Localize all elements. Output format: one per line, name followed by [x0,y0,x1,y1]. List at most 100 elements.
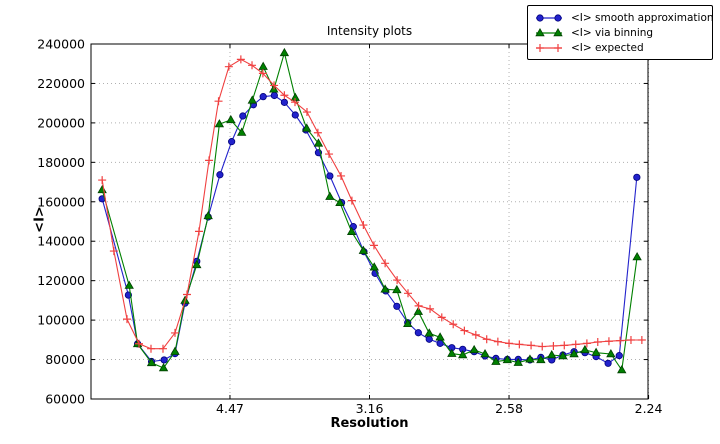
data-point-triangle [203,210,213,220]
data-point-triangle [480,349,490,358]
data-point-plus [182,290,191,299]
data-point-triangle [458,350,468,359]
data-point-triangle [447,348,457,357]
data-point-plus [437,313,446,322]
data-point-triangle [97,184,107,194]
data-point-triangle [302,123,312,132]
data-point-triangle [535,27,545,36]
y-tick-label: 240000 [37,37,85,52]
data-point-plus [549,341,558,350]
data-point-plus [460,326,469,335]
data-point-plus [536,43,544,52]
data-point-plus [325,150,334,159]
data-point-circle [536,13,544,22]
data-point-plus [258,69,267,78]
data-point-circle [615,352,623,360]
y-tick-label: 160000 [37,194,85,209]
series-line-0 [101,94,638,364]
data-point-plus [449,320,458,329]
data-point-plus [158,344,167,353]
data-point-plus [538,342,547,351]
data-point-triangle [435,332,445,341]
y-tick-label: 60000 [45,392,85,407]
data-point-plus [214,97,223,106]
data-point-triangle [214,119,225,128]
data-point-triangle [226,114,236,124]
data-point-plus [194,227,203,236]
data-point-plus [626,336,635,345]
data-point-plus [280,91,289,100]
data-point-plus [290,98,299,107]
y-tick-label: 220000 [37,76,85,91]
y-tick-label: 100000 [37,313,85,328]
data-point-triangle [424,328,434,337]
data-point-triangle [580,344,590,354]
legend-label-binning: <I> via binning [571,26,654,39]
data-point-plus [369,241,378,250]
data-point-triangle [192,259,202,269]
y-tick-label: 180000 [37,155,85,170]
data-point-triangle [413,306,424,315]
data-point-triangle [502,354,513,364]
data-point-triangle [325,191,335,200]
data-point-triangle [170,346,180,355]
data-point-plus [560,341,569,350]
data-point-plus [515,340,524,349]
data-point-plus [122,315,131,324]
data-point-plus [527,341,536,350]
legend: <I> smooth approximation <I> via binning… [527,5,714,60]
series-line-2 [101,58,642,350]
data-point-plus [302,108,311,117]
data-point-triangle [335,197,345,206]
data-point-triangle [279,47,290,57]
data-point-triangle [513,357,523,366]
data-point-triangle [591,347,601,356]
data-point-triangle [547,350,557,359]
data-point-triangle [536,354,546,364]
data-point-plus [393,276,402,285]
data-point-circle [326,172,334,180]
data-point-circle [425,335,433,343]
data-point-triangle [558,350,568,360]
y-tick-label: 80000 [45,352,85,367]
data-point-triangle [380,284,390,293]
data-point-circle [414,329,422,337]
legend-label-smooth: <I> smooth approximation [571,11,714,24]
x-tick-label: 4.47 [216,401,244,416]
data-point-triangle [469,344,479,354]
data-point-triangle [124,280,134,289]
data-point-triangle [146,357,157,367]
data-point-triangle [632,251,642,261]
data-point-plus [404,289,413,298]
data-point-triangle [553,27,563,36]
data-point-plus [98,176,107,185]
data-point-plus [381,259,390,268]
data-point-plus [248,61,257,70]
data-point-plus [236,55,245,64]
y-tick-label: 120000 [37,273,85,288]
data-point-plus [224,62,233,71]
data-point-plus [270,81,279,90]
data-point-triangle [258,61,268,70]
data-point-circle [393,302,401,310]
series-2 [98,55,646,353]
data-point-circle [216,171,224,179]
data-point-circle [160,356,168,364]
data-point-plus [505,339,514,348]
data-point-circle [228,138,236,146]
x-tick-label: 2.24 [635,401,663,416]
data-point-triangle [392,284,402,294]
data-point-plus [471,330,480,339]
data-point-triangle [358,245,369,254]
data-point-plus [337,171,346,180]
x-tick-label: 2.58 [495,401,523,416]
data-point-triangle [403,318,413,328]
data-point-circle [259,93,267,101]
data-point-plus [313,128,322,137]
legend-sample-smooth-icon [536,13,562,22]
data-point-plus [414,301,423,310]
data-point-circle [554,13,562,22]
data-point-plus [482,335,491,344]
